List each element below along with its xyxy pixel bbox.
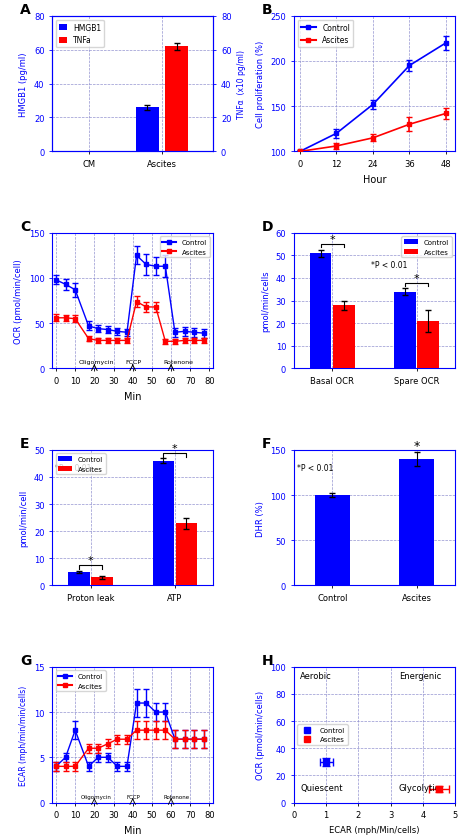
X-axis label: Min: Min (124, 391, 141, 401)
Text: Rotenone: Rotenone (164, 359, 193, 364)
Y-axis label: pmol/min/cell: pmol/min/cell (19, 489, 28, 547)
Y-axis label: ECAR (mph/min/min/cells): ECAR (mph/min/min/cells) (19, 685, 28, 785)
X-axis label: Hour: Hour (363, 175, 386, 185)
Bar (165, 47, 188, 152)
Bar (136, 108, 159, 152)
Text: Quiescent: Quiescent (301, 782, 343, 792)
Bar (333, 306, 355, 369)
Y-axis label: pmol/min/cells: pmol/min/cells (261, 271, 270, 332)
Y-axis label: DHR (%): DHR (%) (256, 500, 265, 536)
Legend: Control, Ascites: Control, Ascites (55, 670, 106, 691)
Text: Oligomycin: Oligomycin (79, 359, 115, 364)
Text: Glycolytic: Glycolytic (399, 782, 440, 792)
Text: F: F (262, 436, 271, 451)
Y-axis label: OCR (pmol/min/cells): OCR (pmol/min/cells) (256, 691, 265, 779)
Text: *P < 0.01: *P < 0.01 (371, 260, 408, 269)
Legend: HMGB1, TNFa: HMGB1, TNFa (56, 21, 104, 48)
Y-axis label: Cell proliferation (%): Cell proliferation (%) (256, 41, 265, 128)
Bar (310, 254, 331, 369)
Text: *P < 0.01: *P < 0.01 (55, 464, 92, 472)
Text: *: * (172, 443, 178, 453)
Text: A: A (20, 3, 31, 17)
Text: *: * (414, 273, 419, 283)
Bar (394, 293, 416, 369)
Text: D: D (262, 220, 273, 234)
Text: *: * (413, 440, 420, 452)
Text: FCCP: FCCP (125, 359, 141, 364)
Legend: Control, Ascites: Control, Ascites (297, 724, 347, 746)
Bar (418, 322, 439, 369)
Text: E: E (20, 436, 29, 451)
Bar (176, 523, 197, 586)
Y-axis label: OCR (pmol/min/cell): OCR (pmol/min/cell) (14, 259, 23, 344)
Text: Aerobic: Aerobic (301, 671, 332, 681)
X-axis label: Min: Min (124, 825, 141, 834)
Text: FCCP: FCCP (127, 794, 141, 799)
Y-axis label: HMGB1 (pg/ml): HMGB1 (pg/ml) (19, 53, 28, 117)
Y-axis label: TNFα  (x10 pg/ml): TNFα (x10 pg/ml) (237, 50, 246, 119)
Text: Oligomycin: Oligomycin (81, 794, 112, 799)
X-axis label: ECAR (mph/Min/cells): ECAR (mph/Min/cells) (329, 825, 419, 833)
Bar (91, 578, 113, 586)
Text: Rotenone: Rotenone (164, 794, 190, 799)
Text: *: * (88, 555, 93, 565)
Bar (400, 459, 434, 586)
Text: H: H (262, 654, 273, 667)
Text: Energenic: Energenic (399, 671, 441, 681)
Text: G: G (20, 654, 31, 667)
Text: *P < 0.01: *P < 0.01 (297, 464, 334, 472)
Bar (153, 461, 174, 586)
Bar (68, 572, 90, 586)
Legend: Control, Ascites: Control, Ascites (401, 237, 452, 258)
Legend: Control, Ascites: Control, Ascites (298, 21, 353, 48)
Text: C: C (20, 220, 30, 234)
Bar (315, 496, 349, 586)
Legend: Control, Ascites: Control, Ascites (55, 454, 106, 475)
Text: B: B (262, 3, 272, 17)
Legend: Control, Ascites: Control, Ascites (160, 237, 210, 258)
Text: *: * (329, 235, 335, 245)
